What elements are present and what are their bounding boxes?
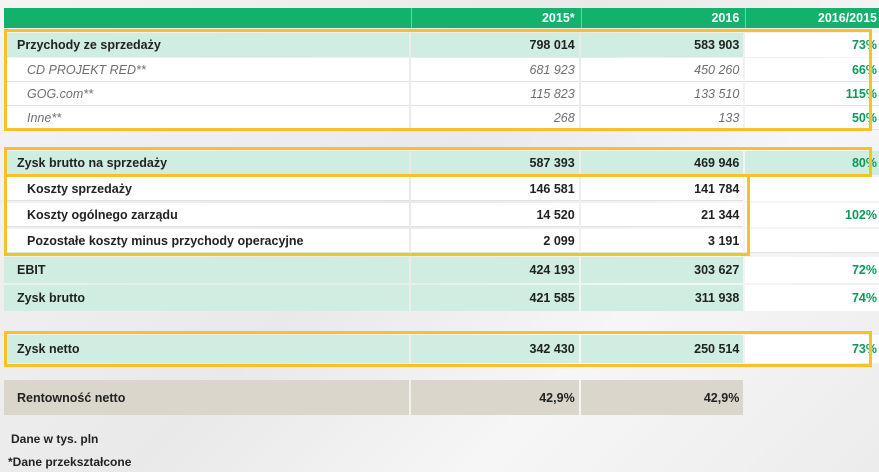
value-2016: 583 903 bbox=[580, 33, 744, 57]
value-2016: 469 946 bbox=[580, 151, 744, 175]
row-label: Koszty sprzedaży bbox=[4, 177, 410, 201]
table-row: Zysk netto 342 430 250 514 73% bbox=[4, 335, 879, 363]
ratio-value: 73% bbox=[745, 335, 879, 363]
row-label: Zysk brutto na sprzedaży bbox=[4, 151, 410, 175]
ratio-value: 115% bbox=[745, 82, 879, 106]
table-row: Zysk brutto 421 585 311 938 74% bbox=[4, 285, 879, 311]
value-2015: 42,9% bbox=[411, 380, 579, 415]
ratio-value: 102% bbox=[745, 203, 879, 227]
ratio-value: 73% bbox=[745, 33, 879, 57]
value-2016: 42,9% bbox=[580, 380, 744, 415]
header-label-col bbox=[4, 8, 409, 28]
value-2015: 146 581 bbox=[411, 177, 579, 201]
row-label: Inne** bbox=[4, 106, 410, 130]
table-row: Pozostałe koszty minus przychody operacy… bbox=[4, 229, 879, 253]
value-2016: 141 784 bbox=[580, 177, 744, 201]
header-2015: 2015* bbox=[411, 8, 579, 28]
value-2016: 133 bbox=[580, 106, 744, 130]
header-2016: 2016 bbox=[580, 8, 744, 28]
row-label: CD PROJEKT RED** bbox=[4, 58, 410, 82]
row-label: Rentowność netto bbox=[4, 380, 410, 415]
value-2015: 587 393 bbox=[411, 151, 579, 175]
table-row: Koszty sprzedaży 146 581 141 784 bbox=[4, 177, 879, 201]
value-2016: 450 260 bbox=[580, 58, 744, 82]
header-ratio: 2016/2015 bbox=[745, 8, 879, 28]
table-row: EBIT 424 193 303 627 72% bbox=[4, 257, 879, 283]
ratio-empty bbox=[745, 177, 879, 201]
value-2015: 342 430 bbox=[411, 335, 579, 363]
table-row: Rentowność netto 42,9% 42,9% bbox=[4, 380, 879, 415]
value-2015: 798 014 bbox=[411, 33, 579, 57]
row-label: Przychody ze sprzedaży bbox=[4, 33, 410, 57]
ratio-value: 80% bbox=[745, 151, 879, 175]
ratio-value: 74% bbox=[745, 285, 879, 311]
value-2015: 424 193 bbox=[411, 257, 579, 283]
row-label: Zysk brutto bbox=[4, 285, 410, 311]
value-2015: 115 823 bbox=[411, 82, 579, 106]
restated-note: *Dane przekształcone bbox=[8, 455, 132, 469]
units-note: Dane w tys. pln bbox=[11, 432, 99, 446]
row-label: GOG.com** bbox=[4, 82, 410, 106]
ratio-value: 72% bbox=[745, 257, 879, 283]
table-row: Koszty ogólnego zarządu 14 520 21 344 10… bbox=[4, 203, 879, 227]
value-2016: 3 191 bbox=[580, 229, 744, 253]
value-2016: 133 510 bbox=[580, 82, 744, 106]
table-header: 2015* 2016 2016/2015 bbox=[4, 8, 879, 28]
value-2016: 250 514 bbox=[580, 335, 744, 363]
row-label: EBIT bbox=[4, 257, 410, 283]
ratio-value: 66% bbox=[745, 58, 879, 82]
table-row: Przychody ze sprzedaży 798 014 583 903 7… bbox=[4, 33, 879, 57]
value-2015: 14 520 bbox=[411, 203, 579, 227]
value-2015: 421 585 bbox=[411, 285, 579, 311]
value-2016: 311 938 bbox=[580, 285, 744, 311]
ratio-value: 50% bbox=[745, 106, 879, 130]
value-2016: 303 627 bbox=[580, 257, 744, 283]
table-row: Inne** 268 133 50% bbox=[4, 106, 879, 130]
value-2015: 2 099 bbox=[411, 229, 579, 253]
table-row: GOG.com** 115 823 133 510 115% bbox=[4, 82, 879, 106]
table-row: Zysk brutto na sprzedaży 587 393 469 946… bbox=[4, 151, 879, 175]
value-2015: 681 923 bbox=[411, 58, 579, 82]
value-2016: 21 344 bbox=[580, 203, 744, 227]
ratio-empty bbox=[745, 229, 879, 253]
ratio-empty bbox=[745, 380, 879, 415]
value-2015: 268 bbox=[411, 106, 579, 130]
row-label: Pozostałe koszty minus przychody operacy… bbox=[4, 229, 410, 253]
table-row: CD PROJEKT RED** 681 923 450 260 66% bbox=[4, 58, 879, 82]
row-label: Koszty ogólnego zarządu bbox=[4, 203, 410, 227]
row-label: Zysk netto bbox=[4, 335, 410, 363]
